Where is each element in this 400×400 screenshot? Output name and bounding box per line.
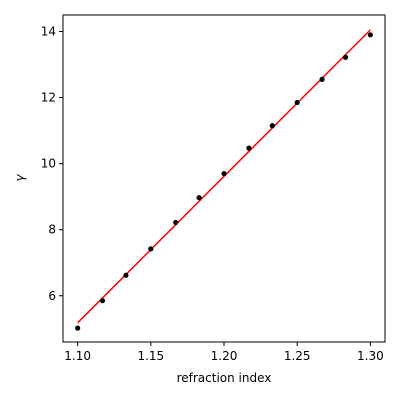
y-tick-label: 14: [41, 25, 56, 39]
fit-line: [77, 29, 371, 324]
x-tick-label: 1.15: [137, 349, 164, 363]
y-tick-label: 6: [48, 289, 56, 303]
x-tick-label: 1.10: [64, 349, 91, 363]
data-point: [246, 145, 252, 151]
x-tick-label: 1.30: [357, 349, 384, 363]
y-tick-label: 10: [41, 157, 56, 171]
data-point: [367, 32, 373, 38]
x-tick-label: 1.20: [211, 349, 238, 363]
data-point: [319, 76, 325, 83]
data-point: [173, 219, 179, 226]
data-point: [221, 170, 227, 177]
y-tick-label: 12: [41, 91, 56, 105]
data-point: [123, 272, 129, 278]
data-point: [75, 325, 81, 331]
y-tick-label: 8: [48, 223, 56, 237]
data-point: [269, 123, 275, 129]
series-layer: [75, 29, 373, 331]
y-axis-label: γ: [13, 174, 27, 182]
x-axis-label: refraction index: [177, 371, 272, 385]
data-point: [342, 54, 349, 60]
data-point: [196, 195, 202, 201]
y-axis-ticks: 6 8 10 12 14: [41, 25, 63, 303]
x-axis-ticks: 1.10 1.15 1.20 1.25 1.30: [64, 342, 384, 363]
data-point: [148, 246, 154, 252]
x-tick-label: 1.25: [284, 349, 311, 363]
data-point: [99, 298, 106, 304]
data-point: [294, 99, 300, 106]
